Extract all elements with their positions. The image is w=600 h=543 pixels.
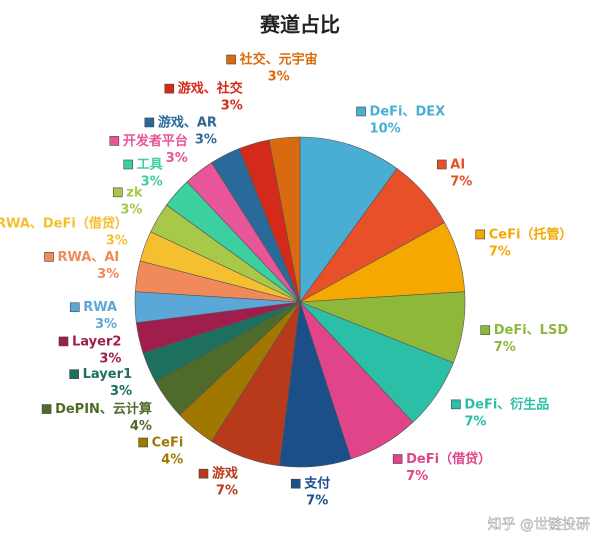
legend-label: 支付: [303, 476, 330, 492]
legend-marker: [123, 159, 134, 170]
legend-label: Layer1: [83, 367, 132, 382]
legend-marker: [436, 159, 447, 170]
legend-marker: [290, 478, 301, 489]
legend-marker: [144, 117, 155, 128]
legend-label: RWA、DeFi（借贷）: [0, 216, 128, 232]
legend-marker: [69, 369, 79, 379]
legend-label: RWA、AI: [58, 250, 120, 265]
legend-label: 游戏、AR: [158, 114, 217, 130]
legend-marker: [451, 399, 461, 410]
legend-label: CeFi（托管）: [489, 226, 573, 242]
legend-marker: [41, 404, 52, 414]
legend-label: DeFi（借贷）: [406, 451, 491, 467]
legend-marker: [112, 187, 123, 198]
data-label: 3%: [141, 174, 163, 189]
legend-marker: [392, 454, 403, 464]
legend-label: 工具: [137, 157, 163, 172]
legend-label: AI: [450, 157, 465, 172]
legend-marker: [164, 83, 175, 94]
labels: DeFi、DEX 10% AI 7% CeFi（托管） 7% DeFi、LSD 7% DeFi、…: [0, 52, 572, 509]
data-label: 3%: [268, 70, 290, 85]
legend-label: DeFi、LSD: [494, 323, 569, 338]
data-label: 3%: [99, 351, 121, 366]
legend-marker: [480, 325, 491, 335]
data-label: 3%: [120, 202, 142, 217]
data-label: 7%: [489, 244, 511, 259]
legend-label: zk: [126, 185, 143, 200]
legend-label: 开发者平台: [123, 133, 188, 149]
data-label: 7%: [306, 494, 328, 509]
legend-marker: [109, 136, 120, 146]
legend-label: 游戏: [212, 466, 238, 482]
legend-marker: [226, 54, 236, 65]
data-label: 7%: [450, 174, 472, 189]
legend-label: 游戏、社交: [178, 81, 243, 97]
data-label: 3%: [110, 384, 132, 399]
legend-marker: [44, 252, 54, 262]
legend-marker: [198, 468, 209, 479]
data-label: 3%: [195, 132, 217, 147]
legend-marker: [69, 302, 80, 313]
legend-label: DeFi、衍生品: [464, 396, 549, 412]
legend-marker: [138, 437, 148, 448]
data-label: 7%: [494, 340, 516, 355]
data-label: 7%: [464, 414, 486, 429]
legend-label: DePIN、云计算: [55, 401, 152, 417]
legend-label: DeFi、DEX: [370, 104, 446, 119]
data-label: 7%: [216, 484, 238, 499]
data-label: 7%: [406, 469, 428, 484]
legend-label: 社交、元宇宙: [239, 52, 318, 68]
slice: [299, 136, 398, 303]
data-label: 4%: [130, 419, 152, 434]
watermark: 知乎 @世链投研: [488, 516, 590, 533]
data-label: 4%: [161, 453, 183, 468]
legend-marker: [356, 106, 366, 117]
legend-label: Layer2: [72, 334, 121, 349]
legend-marker: [58, 336, 69, 347]
legend-marker: [475, 229, 486, 240]
legend-label: CeFi: [152, 436, 184, 451]
pie: [134, 136, 466, 468]
data-label: 3%: [106, 234, 128, 249]
data-label: 3%: [97, 267, 119, 282]
data-label: 3%: [221, 99, 243, 114]
legend-label: RWA: [83, 300, 117, 315]
data-label: 10%: [370, 121, 401, 136]
data-label: 3%: [166, 151, 188, 166]
data-label: 3%: [95, 317, 117, 332]
slice: [268, 136, 301, 303]
chart-title: 赛道占比: [259, 13, 340, 37]
